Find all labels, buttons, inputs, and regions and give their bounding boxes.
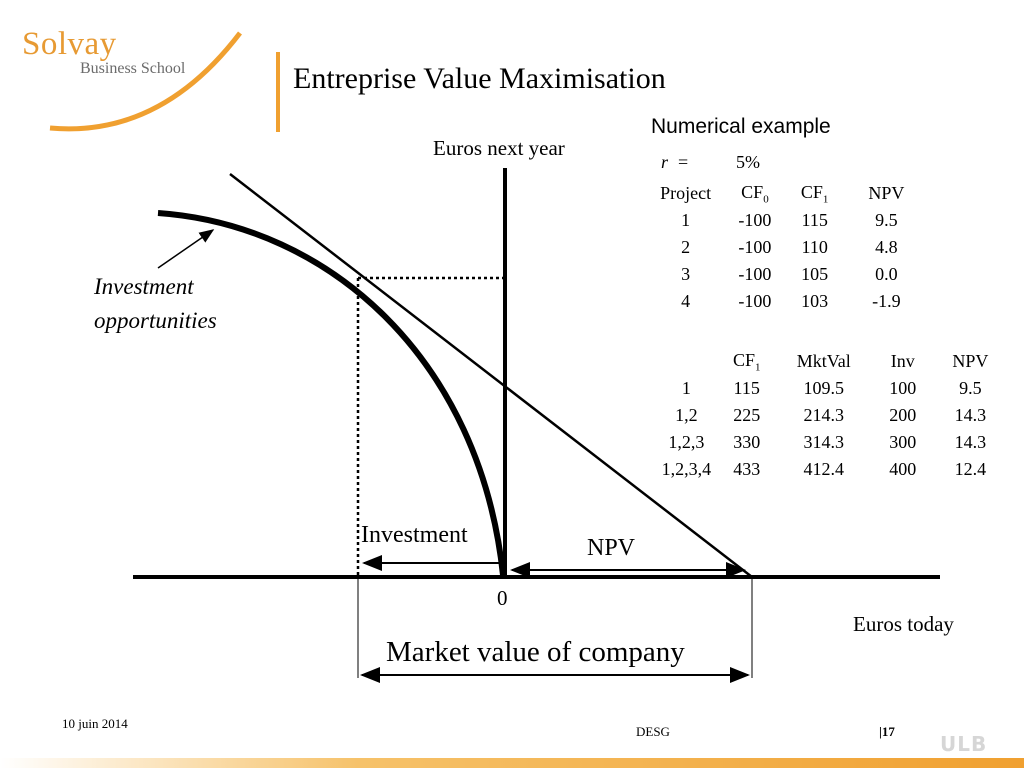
- table-cell: 3: [681, 264, 691, 284]
- table-cell: 314.3: [803, 432, 844, 452]
- table-cell: 1,2: [675, 405, 698, 425]
- table-cell: 412.4: [803, 459, 844, 479]
- table-cell: -100: [738, 237, 772, 257]
- table-cell: -100: [738, 264, 772, 284]
- x-axis-label: Euros today: [853, 612, 954, 636]
- page-title: Entreprise Value Maximisation: [293, 62, 666, 95]
- table-cell: 14.3: [954, 432, 987, 452]
- table2-header-cell: Inv: [890, 351, 915, 371]
- table-cell: 1,2,3: [668, 432, 705, 452]
- table-cell: 0.0: [875, 264, 898, 284]
- market-line: [229, 173, 753, 578]
- market-value-label: Market value of company: [386, 636, 685, 668]
- projects-table: Project CF0 CF1 NPV 1 -100 115 9.5 2 -100 110 4.8 3…: [645, 180, 927, 315]
- table-cell: 1,2,3,4: [661, 459, 712, 479]
- logo-swoosh: [49, 31, 242, 132]
- table2-header-cell: CF1: [732, 349, 761, 374]
- annotation-arrow: [157, 229, 215, 269]
- table-row: 1,2,3 330 314.3 300 14.3: [651, 429, 1011, 456]
- table1-header-cell: NPV: [868, 183, 905, 203]
- investment-label: Investment: [361, 522, 468, 548]
- table-cell: 4.8: [875, 237, 898, 257]
- table-cell: 9.5: [959, 378, 982, 398]
- investment-opportunity-curve: [157, 210, 506, 576]
- table-row: 3 -100 105 0.0: [645, 261, 927, 288]
- r-equals: =: [678, 152, 689, 172]
- table2-header-cell: [651, 348, 722, 375]
- table-cell: 109.5: [803, 378, 844, 398]
- origin-label: 0: [497, 586, 508, 610]
- table-cell: 100: [889, 378, 917, 398]
- table-cell: 225: [733, 405, 761, 425]
- table1-header-cell: CF0: [741, 181, 769, 206]
- projects-table-header: Project CF0 CF1 NPV: [645, 180, 927, 207]
- table-cell: 103: [801, 291, 829, 311]
- table-cell: -1.9: [872, 291, 901, 311]
- table-cell: 214.3: [803, 405, 844, 425]
- table-cell: 4: [681, 291, 691, 311]
- table-cell: 9.5: [875, 210, 898, 230]
- table-cell: 200: [889, 405, 917, 425]
- footer-accent-band: [0, 758, 1024, 768]
- table-cell: 105: [801, 264, 829, 284]
- footer-date: 10 juin 2014: [62, 716, 128, 731]
- combinations-table: CF1 MktVal Inv NPV 1 115 109.5 100 9.5 1,2 225 214…: [651, 348, 1011, 483]
- table-cell: 2: [681, 237, 691, 257]
- table2-header-cell: NPV: [952, 351, 989, 371]
- table-cell: 1: [681, 210, 691, 230]
- combinations-table-header: CF1 MktVal Inv NPV: [651, 348, 1011, 375]
- table2-header-cell: MktVal: [796, 351, 851, 371]
- table-cell: -100: [738, 210, 772, 230]
- y-axis-label: Euros next year: [433, 136, 565, 160]
- table-row: 4 -100 103 -1.9: [645, 288, 927, 315]
- table-cell: 14.3: [954, 405, 987, 425]
- table-cell: 110: [801, 237, 828, 257]
- table-cell: -100: [738, 291, 772, 311]
- table-row: 1 -100 115 9.5: [645, 207, 927, 234]
- table-cell: 1: [681, 378, 691, 398]
- table-row: 1,2,3,4 433 412.4 400 12.4: [651, 456, 1011, 483]
- curve-label-line1: Investment: [94, 274, 194, 299]
- table-cell: 433: [733, 459, 761, 479]
- table-row: 2 -100 110 4.8: [645, 234, 927, 261]
- table-cell: 300: [889, 432, 917, 452]
- business-school-logo-text: Business School: [80, 60, 186, 77]
- table-cell: 115: [733, 378, 760, 398]
- r-symbol: r: [661, 152, 669, 172]
- r-value: 5%: [736, 152, 760, 172]
- curve-label-line2: opportunities: [94, 308, 217, 333]
- npv-label: NPV: [587, 535, 636, 561]
- table1-header-cell: Project: [660, 183, 712, 203]
- table1-header-cell: CF1: [800, 181, 829, 206]
- ulb-logo: ULB: [940, 732, 988, 756]
- solvay-logo: Solvay: [22, 26, 117, 62]
- table-cell: 115: [801, 210, 828, 230]
- title-accent-bar: [276, 52, 280, 132]
- table-cell: 400: [889, 459, 917, 479]
- table-row: 1 115 109.5 100 9.5: [651, 375, 1011, 402]
- footer-center: DESG: [636, 724, 670, 739]
- table-row: 1,2 225 214.3 200 14.3: [651, 402, 1011, 429]
- table-cell: 330: [733, 432, 761, 452]
- numerical-example-title: Numerical example: [651, 115, 831, 138]
- table-cell: 12.4: [954, 459, 987, 479]
- page-number: |17: [879, 724, 895, 739]
- curve-label: Investment opportunities: [94, 270, 217, 338]
